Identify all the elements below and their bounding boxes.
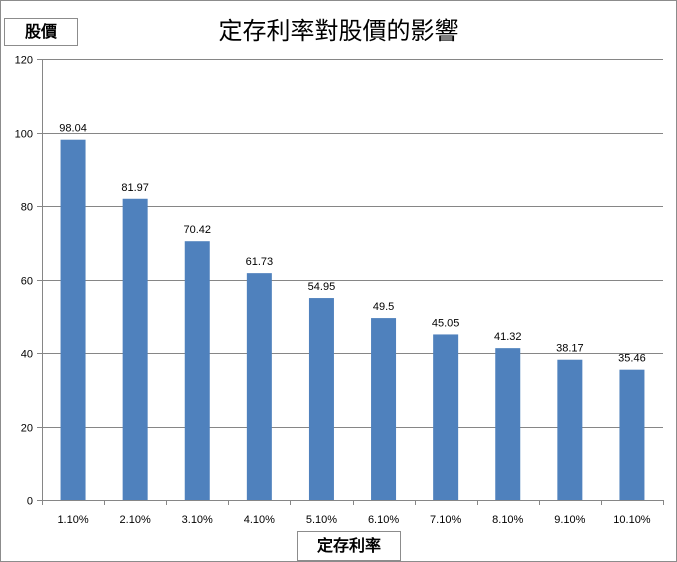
bar-4	[308, 298, 334, 500]
bar-8	[557, 359, 583, 500]
x-tick-label-1: 2.10%	[120, 514, 151, 526]
data-label-7: 41.32	[494, 331, 522, 343]
bar-6	[433, 334, 459, 500]
y-tick-label-1: 20	[21, 423, 33, 435]
bar-9	[619, 369, 645, 500]
x-tick-label-7: 8.10%	[492, 514, 523, 526]
x-tick-label-4: 5.10%	[306, 514, 337, 526]
x-tick-label-8: 9.10%	[554, 514, 585, 526]
data-label-0: 98.04	[59, 123, 87, 135]
x-axis-title: 定存利率	[297, 531, 401, 561]
y-tick-label-4: 80	[21, 202, 33, 214]
x-tick-label-6: 7.10%	[430, 514, 461, 526]
bar-1	[122, 198, 148, 500]
data-label-2: 70.42	[183, 224, 211, 236]
bar-5	[371, 318, 397, 500]
data-label-9: 35.46	[618, 353, 646, 365]
y-tick-label-3: 60	[21, 276, 33, 288]
data-label-1: 81.97	[121, 182, 149, 194]
data-label-3: 61.73	[246, 256, 274, 268]
y-tick-label-5: 100	[15, 129, 33, 141]
x-tick-label-0: 1.10%	[57, 514, 88, 526]
y-tick-label-2: 40	[21, 349, 33, 361]
data-label-4: 54.95	[308, 281, 336, 293]
y-tick-label-0: 0	[27, 496, 33, 508]
x-tick-label-2: 3.10%	[182, 514, 213, 526]
bar-2	[184, 241, 210, 501]
data-label-5: 49.5	[373, 301, 394, 313]
y-axis-title: 股價	[4, 18, 78, 46]
x-tick-label-3: 4.10%	[244, 514, 275, 526]
data-label-8: 38.17	[556, 343, 584, 355]
bar-0	[60, 139, 86, 500]
bar-7	[495, 348, 521, 500]
x-tick-label-5: 6.10%	[368, 514, 399, 526]
chart-title: 定存利率對股價的影響	[218, 17, 459, 45]
y-tick-label-6: 120	[15, 55, 33, 67]
x-tick-label-9: 10.10%	[613, 514, 651, 526]
data-label-6: 45.05	[432, 317, 460, 329]
bar-3	[246, 273, 272, 500]
